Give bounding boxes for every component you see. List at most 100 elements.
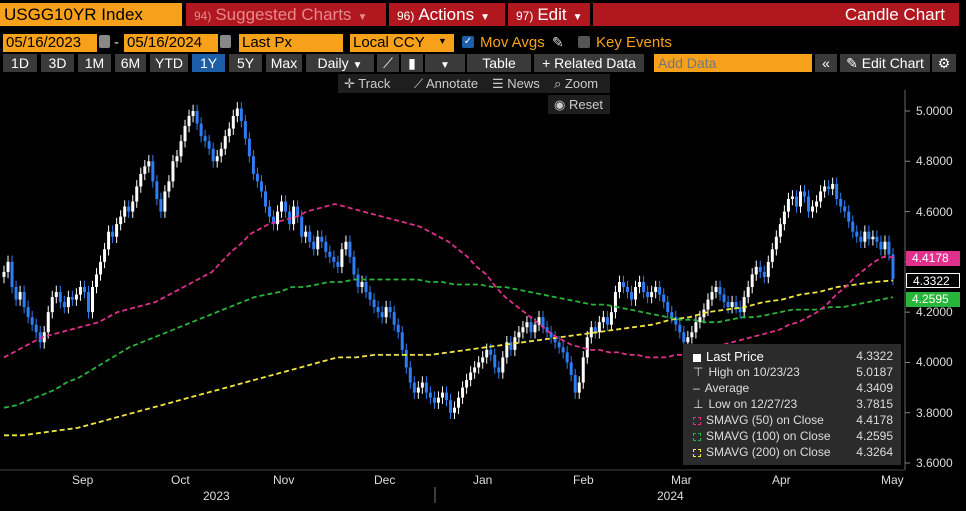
candle: [449, 393, 453, 419]
candle-body: [243, 121, 247, 139]
candle-body: [730, 302, 734, 308]
candle: [14, 280, 18, 306]
candle: [481, 351, 485, 369]
start-date-input[interactable]: 05/16/2023: [3, 34, 97, 52]
candle-body: [280, 201, 284, 212]
news-button[interactable]: ☰ News: [486, 74, 548, 93]
candle: [798, 185, 802, 213]
candle: [541, 310, 545, 334]
candle-body: [384, 307, 388, 318]
candle-body: [215, 156, 219, 162]
candle-body: [436, 397, 440, 403]
period-3d-button[interactable]: 3D: [41, 54, 74, 72]
candle: [74, 288, 78, 306]
candle-body: [22, 292, 26, 308]
calendar-icon[interactable]: [99, 35, 110, 48]
candle: [239, 102, 243, 128]
candle: [348, 235, 352, 264]
period-1m-button[interactable]: 1M: [78, 54, 111, 72]
candle: [46, 305, 50, 339]
candle-chart-icon[interactable]: ▮: [401, 54, 423, 72]
candle-body: [851, 221, 855, 232]
candle: [473, 361, 477, 379]
candle-body: [42, 332, 46, 343]
legend-sma50-value: 4.4178: [856, 413, 893, 427]
period-6m-button[interactable]: 6M: [115, 54, 146, 72]
legend-high: ⊤ High on 10/23/23: [693, 365, 800, 379]
candle: [219, 142, 223, 163]
sma100-swatch: [693, 432, 701, 441]
calendar-icon[interactable]: [220, 35, 231, 48]
candle: [30, 310, 34, 331]
candle-body: [191, 111, 195, 117]
candle: [18, 285, 22, 306]
mov-avgs-checkbox[interactable]: ✓: [462, 36, 474, 48]
candle-body: [549, 332, 553, 338]
candle-body: [601, 317, 605, 323]
candle: [666, 295, 670, 319]
period-5y-button[interactable]: 5Y: [229, 54, 262, 72]
candle-body: [123, 206, 127, 217]
candle-body: [545, 327, 549, 333]
frequency-select[interactable]: Daily ▼: [306, 54, 374, 72]
gear-icon[interactable]: ⚙: [932, 54, 956, 72]
line-chart-icon[interactable]: ⟋: [377, 54, 399, 72]
candle-body: [694, 322, 698, 333]
candle-body: [634, 287, 638, 300]
candle-body: [678, 324, 682, 333]
suggested-charts-button[interactable]: 94) Suggested Charts ▼: [186, 3, 386, 26]
edit-button[interactable]: 97) Edit ▼: [508, 3, 590, 26]
candle-body: [766, 261, 770, 277]
annotate-button[interactable]: ⟋ Annotate: [408, 74, 486, 93]
candle-body: [195, 111, 199, 124]
candle-body: [843, 206, 847, 212]
candle: [706, 293, 710, 316]
key-events-checkbox[interactable]: [578, 36, 590, 48]
pencil-icon[interactable]: ✎: [552, 34, 564, 50]
candle-body: [541, 317, 545, 328]
candle: [662, 288, 666, 309]
period-max-button[interactable]: Max: [266, 54, 302, 72]
candle: [843, 200, 847, 218]
table-button[interactable]: Table: [467, 54, 531, 72]
end-date-input[interactable]: 05/16/2024: [124, 34, 218, 52]
candle-body: [300, 216, 304, 237]
candle: [469, 366, 473, 387]
candle: [794, 190, 798, 213]
candle: [617, 275, 621, 299]
reset-button[interactable]: ◉ Reset: [548, 95, 610, 114]
collapse-icon[interactable]: «: [815, 54, 837, 72]
ticker-field[interactable]: USGG10YR Index: [0, 3, 182, 26]
price-field-select[interactable]: Last Px: [239, 34, 343, 52]
candle: [714, 280, 718, 299]
candle: [593, 320, 597, 339]
candle-body: [815, 201, 819, 207]
period-1d-button[interactable]: 1D: [3, 54, 37, 72]
y-tick-label: 5.0000: [916, 104, 953, 118]
candle-body: [666, 302, 670, 313]
actions-button[interactable]: 96) Actions ▼: [389, 3, 505, 26]
chart-type-dropdown[interactable]: ▼: [425, 54, 465, 72]
candle: [251, 149, 255, 181]
candle: [336, 255, 340, 274]
candle-body: [30, 317, 34, 325]
candle-body: [175, 156, 179, 162]
edit-chart-button[interactable]: ✎ Edit Chart: [840, 54, 930, 72]
track-button[interactable]: ✛ Track: [338, 74, 408, 93]
candle: [505, 336, 509, 364]
candle: [352, 250, 356, 281]
chart-title-bar: Candle Chart: [593, 3, 959, 26]
chart-type-title: Candle Chart: [844, 5, 945, 24]
add-data-input[interactable]: [654, 54, 812, 72]
candle-body: [714, 287, 718, 293]
currency-select[interactable]: Local CCY: [350, 34, 454, 52]
track-label: Track: [358, 76, 391, 91]
candle: [650, 285, 654, 304]
candle-body: [698, 317, 702, 323]
period-ytd-button[interactable]: YTD: [150, 54, 188, 72]
related-data-button[interactable]: + Related Data: [534, 54, 644, 72]
zoom-button[interactable]: ⌕ Zoom: [548, 74, 610, 93]
period-1y-button[interactable]: 1Y: [192, 54, 225, 72]
candle-body: [312, 241, 316, 250]
